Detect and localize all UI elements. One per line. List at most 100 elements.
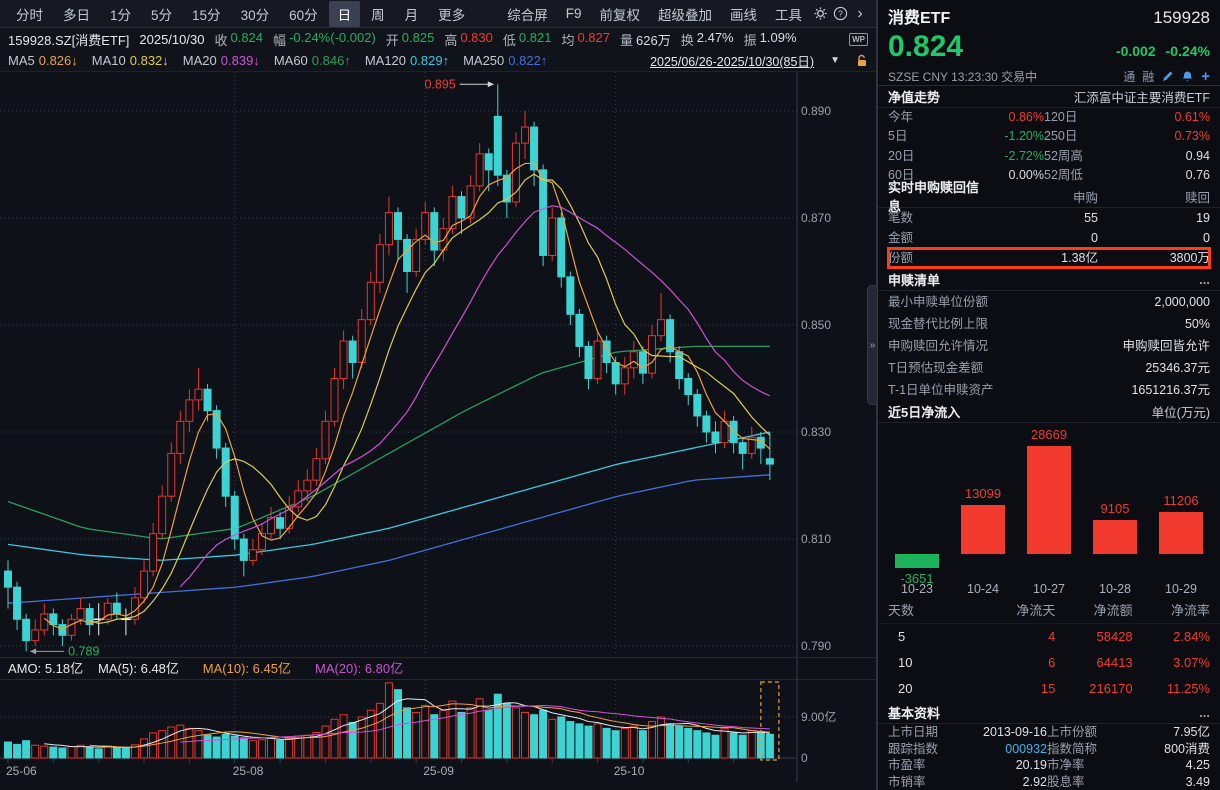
nav-section-title[interactable]: 净值走势 [888, 89, 941, 105]
flow-table-cell: 3.07% [1173, 655, 1210, 671]
nav-stat-label: 5日 [888, 129, 908, 144]
quote-field-低: 低 0.821 [503, 30, 552, 49]
gear-icon[interactable] [810, 4, 830, 24]
alert-bell-icon[interactable] [1181, 70, 1194, 83]
flow-section-title: 近5日净流入 [888, 405, 961, 421]
tab-15分[interactable]: 15分 [192, 7, 221, 23]
toolbar-item-超级叠加[interactable]: 超级叠加 [658, 7, 712, 23]
edit-pencil-icon[interactable] [1161, 70, 1174, 83]
list-row-value: 1651216.37元 [1131, 383, 1210, 398]
toolbar-item-前复权[interactable]: 前复权 [599, 7, 641, 23]
list-row: 现金替代比例上限 50% [888, 313, 1210, 335]
flow-bar[interactable] [961, 505, 1005, 555]
tab-30分[interactable]: 30分 [240, 7, 270, 23]
basic-more-ellipsis-icon[interactable]: ... [1199, 705, 1210, 721]
basic-info-value[interactable]: 000932 [1005, 741, 1047, 756]
ma-legend-bar: MA5 0.826↓ MA10 0.832↓ MA20 0.839↓ MA60 0.846↑ M… [0, 50, 876, 72]
nav-stat-label: 250日 [1044, 129, 1078, 144]
flow-table-cell: 10 [898, 655, 913, 671]
last-price: 0.824 [888, 30, 964, 63]
flow-bar-column: 11206 10-29 [1148, 423, 1214, 598]
quote-info-bar: 159928.SZ[消费ETF] 2025/10/30 收 0.824 幅 -0.24… [0, 28, 876, 50]
tab-月[interactable]: 月 [404, 7, 419, 23]
margin-badge: 融 [1142, 69, 1155, 84]
basic-info-label: 跟踪指数 [888, 741, 939, 756]
nav-stat-value: 0.61% [1174, 109, 1210, 124]
quote-field-label: 开 [385, 32, 399, 48]
volume-ma10-line [89, 703, 770, 748]
tab-1分[interactable]: 1分 [110, 7, 132, 23]
underlying-fund-name[interactable]: 汇添富中证主要消费ETF [1073, 90, 1210, 105]
ma-legend-MA120: MA120 0.829↑ [365, 53, 449, 68]
tab-分时[interactable]: 分时 [16, 7, 43, 23]
pane-divider[interactable]: » [867, 0, 878, 790]
flow-bar-column: -3651 10-23 [884, 423, 950, 598]
tab-更多[interactable]: 更多 [438, 7, 466, 23]
symbol-label[interactable]: 159928.SZ[消费ETF] [8, 32, 130, 48]
realtime-row-label: 笔数 [888, 210, 914, 225]
quote-fields: 收 0.824 幅 -0.24%(-0.002) 开 0.825 高 0.830 低 0.821 均… [214, 30, 796, 49]
ma-legend-MA250: MA250 0.822↑ [463, 53, 547, 68]
list-row: 最小申赎单位份额 2,000,000 [888, 291, 1210, 313]
basic-info-label: 市盈率 [888, 758, 926, 773]
date-range-selector[interactable]: 2025/06/26-2025/10/30(85日) [650, 55, 815, 69]
quote-field-label: 低 [502, 32, 516, 48]
x-axis-label: 25-10 [614, 764, 645, 778]
svg-text:9.00亿: 9.00亿 [801, 709, 836, 724]
flow-bar[interactable] [1093, 520, 1137, 555]
amo-legend-item: AMO: 5.18亿 [8, 661, 83, 676]
list-row-label: 申购赎回允许情况 [888, 339, 989, 354]
list-row-label: 现金替代比例上限 [888, 317, 989, 332]
flow-bar-date: 10-28 [1099, 582, 1131, 597]
flow-table-header: 天数 净流天 净流额 净流率 [878, 598, 1220, 625]
nav-stat-value: -1.20% [1004, 129, 1044, 144]
svg-text:0.890: 0.890 [801, 104, 831, 118]
nav-stat-label: 120日 [1044, 109, 1078, 124]
flow-table-cell: 20 [898, 681, 913, 697]
tab-日[interactable]: 日 [328, 0, 361, 27]
chevron-down-icon[interactable]: ▼ [830, 55, 840, 66]
tab-周[interactable]: 周 [371, 7, 385, 23]
more-ellipsis-icon[interactable]: ... [1199, 272, 1210, 288]
flow-bar-column: 28669 10-27 [1016, 423, 1082, 598]
toolbar-item-画线[interactable]: 画线 [730, 7, 757, 23]
toolbar-item-F9[interactable]: F9 [565, 6, 582, 21]
quote-field-value: -0.24%(-0.002) [289, 29, 376, 45]
redeem-value: 19 [1196, 210, 1210, 225]
flow-bar[interactable] [895, 554, 939, 569]
basic-info-label: 市销率 [888, 774, 926, 789]
toolbar-item-综合屏[interactable]: 综合屏 [507, 7, 548, 23]
basic-info-grid: 上市日期 2013-09-16 上市份额 7.95亿 跟踪指数 000932 指数简称 800… [878, 724, 1220, 790]
candlestick-chart[interactable]: 0.890 0.870 0.850 0.830 0.810 0.790 9.00亿 0 0.89… [0, 72, 876, 790]
net-inflow-bar-chart[interactable]: -3651 10-23 13099 10-24 28669 10-27 9105 10-28 1… [878, 423, 1220, 598]
price-change: -0.002 [1115, 43, 1156, 59]
toolbar-item-工具[interactable]: 工具 [775, 7, 802, 23]
wp-monitor-icon[interactable]: WP [849, 32, 868, 46]
info-sidebar: 消费ETF 159928 0.824 -0.002 -0.24% SZSE CN… [878, 0, 1220, 790]
basic-info-label: 指数简称 [1047, 741, 1098, 756]
chevron-right-icon[interactable]: › [857, 4, 863, 22]
help-icon[interactable]: ? [830, 4, 850, 24]
unlock-icon[interactable] [856, 54, 868, 67]
flow-table-cell: 11.25% [1166, 681, 1210, 697]
quote-field-value: 0.824 [230, 29, 264, 45]
realtime-section-title: 实时申购赎回信息 [888, 180, 980, 215]
tab-5分[interactable]: 5分 [151, 7, 173, 23]
nav-stat-label: 今年 [888, 109, 914, 124]
add-watchlist-icon[interactable]: + [1201, 67, 1210, 85]
list-row-label: T-1日单位申赎资产 [888, 383, 994, 398]
flow-bar[interactable] [1027, 446, 1071, 555]
basic-info-label: 市净率 [1047, 758, 1085, 773]
flow-table: 天数 净流天 净流额 净流率 5 4 58428 2.84% 10 6 64413 3.07% 20 15… [878, 598, 1220, 702]
flow-bar-value: -3651 [900, 571, 934, 587]
ma-legend-items: MA5 0.826↓ MA10 0.832↓ MA20 0.839↓ MA60 0.846↑ M… [8, 53, 547, 68]
tab-多日[interactable]: 多日 [63, 7, 90, 23]
ma-value: 0.826↓ [38, 53, 78, 68]
realtime-row-金额: 金额 0 0 [888, 228, 1210, 248]
tab-60分[interactable]: 60分 [289, 7, 318, 23]
list-section-header: 申赎清单 ... [878, 269, 1220, 292]
collapse-panel-handle[interactable]: » [867, 285, 878, 405]
flow-bar[interactable] [1159, 512, 1203, 555]
nav-stat-label: 60日 [888, 168, 915, 183]
flow-table-col-header: 净流天 [1016, 603, 1056, 619]
